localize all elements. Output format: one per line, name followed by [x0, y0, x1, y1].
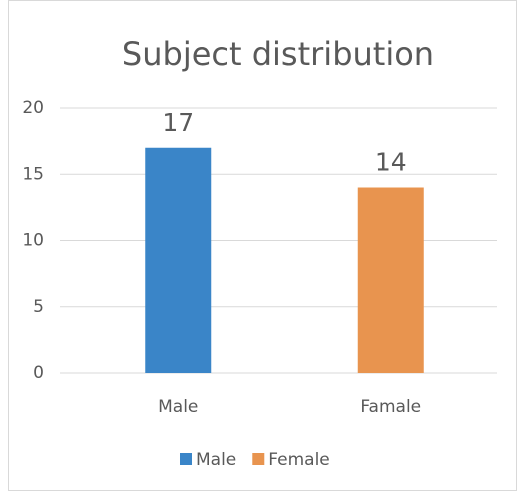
- bar: [357, 187, 424, 373]
- chart-border: [8, 0, 517, 491]
- bar: [145, 147, 212, 373]
- y-tick-label: 10: [22, 231, 44, 251]
- data-label: 14: [375, 148, 407, 177]
- data-label: 17: [162, 108, 194, 137]
- x-tick-label: Male: [158, 397, 198, 417]
- chart-title: Subject distribution: [122, 35, 434, 73]
- y-tick-label: 5: [33, 297, 44, 317]
- y-tick-label: 20: [22, 98, 44, 118]
- legend-label: Female: [268, 450, 329, 470]
- x-tick-label: Famale: [360, 397, 421, 417]
- y-tick-label: 0: [33, 363, 44, 383]
- legend-swatch: [252, 453, 265, 465]
- y-tick-label: 15: [22, 164, 44, 184]
- legend-swatch: [180, 453, 192, 465]
- legend-label: Male: [196, 450, 236, 470]
